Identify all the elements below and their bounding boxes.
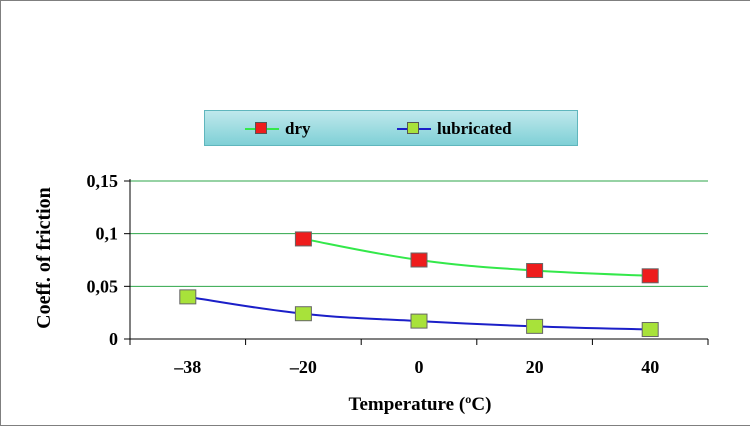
data-point-lubricated — [294, 306, 312, 322]
data-point-dry — [526, 263, 544, 279]
x-axis-title: Temperature (ºC) — [349, 394, 492, 415]
y-tick-label: 0,15 — [87, 171, 119, 191]
legend-item-lubricated: lubricated — [397, 117, 512, 141]
x-tick-label: 20 — [526, 357, 544, 377]
x-tick-label: 40 — [641, 357, 659, 377]
y-tick-label: 0 — [109, 329, 118, 349]
series-line-dry — [303, 237, 651, 277]
x-tick-label: –20 — [289, 357, 317, 377]
y-axis-title: Coeff. of friction — [33, 187, 55, 329]
data-point-lubricated — [179, 289, 197, 305]
data-point-dry — [410, 252, 428, 268]
legend-label-lubricated: lubricated — [437, 119, 512, 138]
legend-item-dry: dry — [245, 117, 311, 141]
data-point-lubricated — [410, 313, 428, 329]
legend-marker-lubricated — [407, 122, 419, 134]
data-point-dry — [641, 268, 659, 284]
legend: dry lubricated — [204, 110, 578, 146]
series-layer — [179, 231, 659, 338]
data-point-lubricated — [641, 322, 659, 338]
y-tick-label: 0,1 — [96, 224, 119, 244]
legend-marker-dry — [255, 122, 267, 134]
x-tick-label: 0 — [415, 357, 424, 377]
axes — [124, 179, 709, 345]
tick-labels: 0 0,05 0,1 0,15 –38 –20 0 20 40 — [87, 171, 660, 377]
data-point-lubricated — [526, 318, 544, 334]
legend-label-dry: dry — [285, 119, 311, 138]
data-point-dry — [294, 231, 312, 247]
gridlines — [130, 180, 708, 287]
legend-line-dry — [245, 122, 279, 134]
legend-line-lubricated — [397, 122, 431, 134]
y-tick-label: 0,05 — [87, 276, 119, 296]
x-tick-label: –38 — [173, 357, 201, 377]
